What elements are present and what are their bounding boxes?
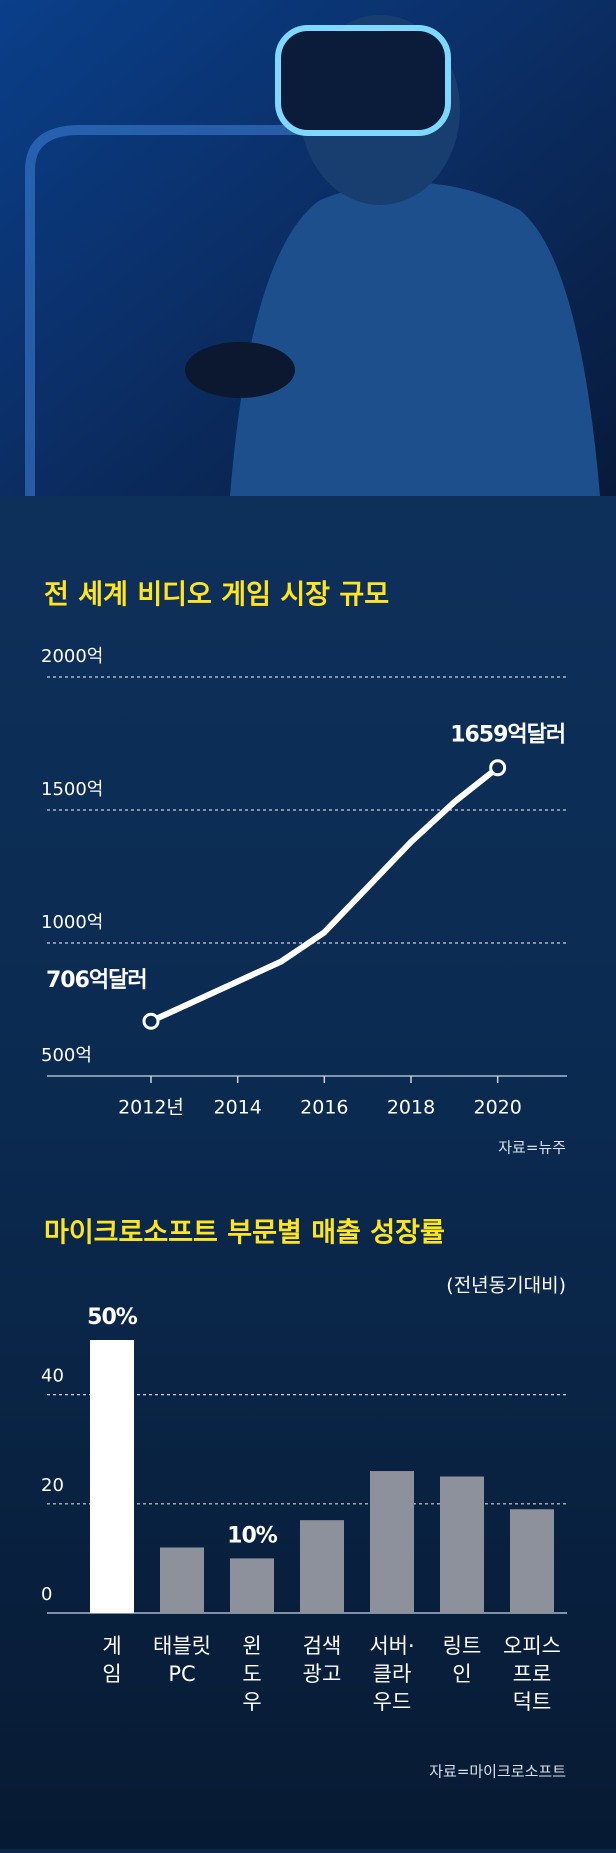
controller [185, 342, 295, 398]
bar [370, 1471, 414, 1613]
x-tick-label: 태블릿 PC [153, 1634, 211, 1686]
x-tick-label: 2018 [387, 1097, 435, 1119]
person [230, 182, 600, 496]
x-tick-label: 링트 인 [443, 1634, 482, 1686]
photo [0, 0, 616, 496]
bed-frame [25, 125, 330, 496]
bar [510, 1509, 554, 1613]
bar [300, 1520, 344, 1613]
y-tick-label: 20 [41, 1475, 64, 1496]
source: 자료=뉴주 [498, 1139, 566, 1157]
y-tick-label: 1500억 [41, 779, 103, 800]
source: 자료=마이크로소프트 [429, 1763, 566, 1781]
y-tick-label: 1000억 [41, 912, 103, 933]
value-label: 50% [87, 1305, 138, 1330]
value-label: 706억달러 [46, 968, 147, 993]
y-tick-label: 40 [41, 1366, 64, 1387]
vr-headset [275, 25, 451, 136]
x-tick-label: 2014 [213, 1097, 261, 1119]
x-tick-label: 2016 [300, 1097, 348, 1119]
x-tick-label: 검색 광고 [303, 1634, 342, 1686]
chart-subtitle: (전년동기대비) [446, 1275, 566, 1297]
y-tick-label: 500억 [41, 1045, 92, 1066]
x-tick-label: 오피스 프로 덕트 [503, 1634, 561, 1714]
chart-title: 전 세계 비디오 게임 시장 규모 [44, 580, 389, 611]
chart-title: 마이크로소프트 부문별 매출 성장률 [44, 1218, 445, 1249]
y-tick-label: 0 [41, 1584, 52, 1605]
bar [90, 1340, 134, 1613]
bar [160, 1547, 204, 1613]
y-tick-label: 2000억 [41, 646, 103, 667]
value-label: 1659억달러 [450, 723, 565, 748]
line [149, 765, 500, 1024]
bar [440, 1476, 484, 1613]
x-tick-label: 2012년 [118, 1097, 184, 1119]
value-label: 10% [227, 1523, 278, 1548]
x-tick-label: 2020 [473, 1097, 521, 1119]
point [489, 759, 507, 777]
x-tick-label: 서버· 클라 우드 [369, 1634, 414, 1714]
point [142, 1012, 160, 1030]
bar [230, 1558, 274, 1613]
